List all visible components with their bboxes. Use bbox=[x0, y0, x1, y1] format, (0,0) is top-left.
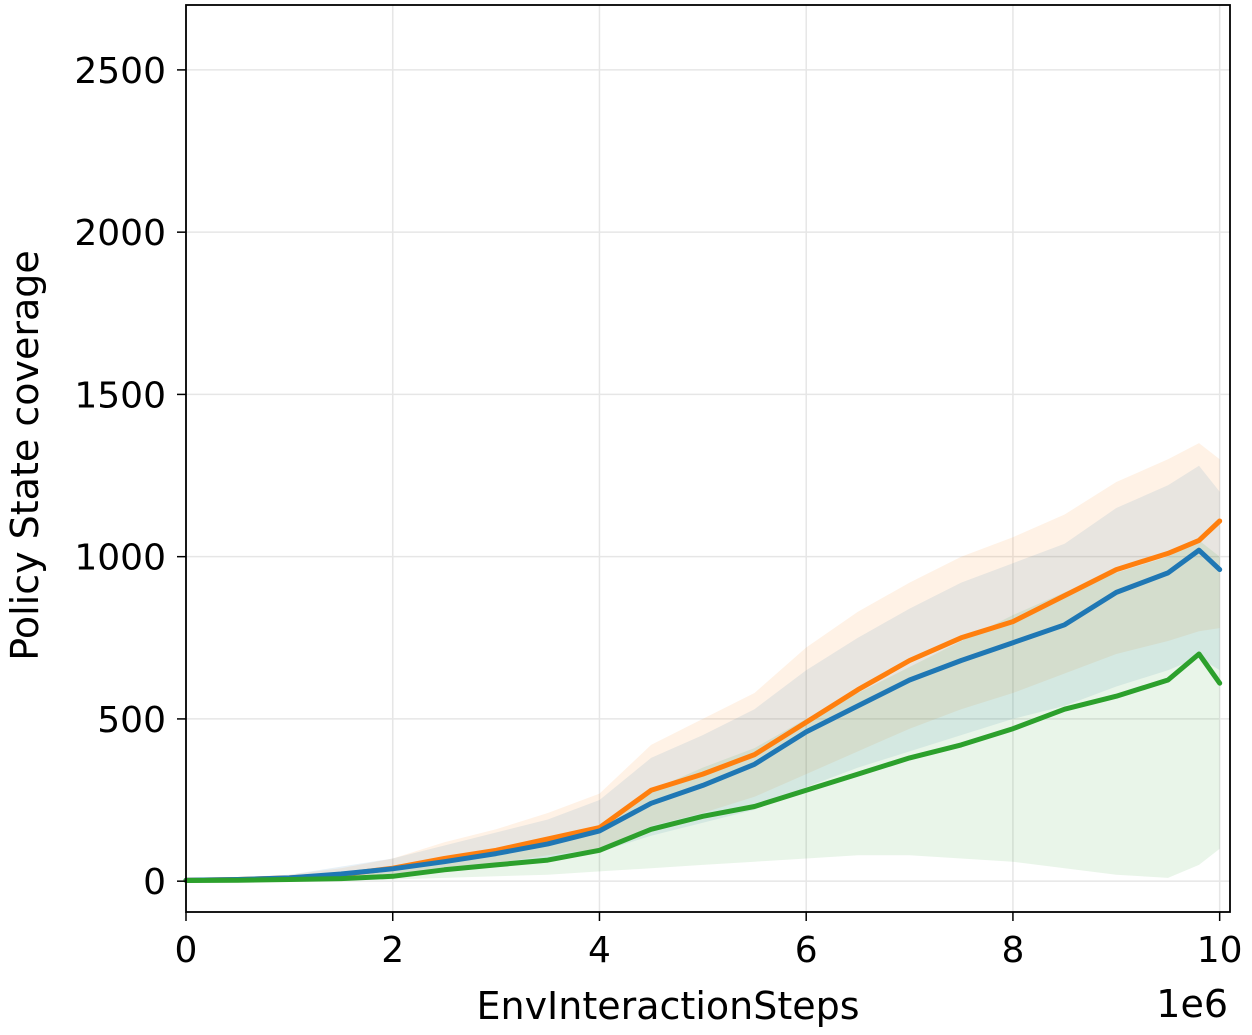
series-2-line bbox=[183, 651, 1223, 883]
axis-ticks: 0 2 4 6 8 10 0 500 1000 1500 2000 2500 bbox=[74, 51, 1242, 971]
series-0-band bbox=[186, 443, 1220, 882]
series-lines bbox=[183, 518, 1223, 883]
confidence-bands bbox=[186, 443, 1220, 882]
x-tick-label-4: 8 bbox=[1001, 930, 1024, 971]
series-2-band bbox=[186, 540, 1220, 882]
y-tick-label-4: 2000 bbox=[74, 213, 166, 254]
y-tick-label-2: 1000 bbox=[74, 538, 166, 579]
x-axis-label: EnvInteractionSteps bbox=[476, 984, 859, 1028]
x-tick-label-2: 4 bbox=[588, 930, 611, 971]
y-tick-label-3: 1500 bbox=[74, 375, 166, 416]
x-tick-label-3: 6 bbox=[795, 930, 818, 971]
y-tick-label-5: 2500 bbox=[74, 51, 166, 92]
y-tick-label-1: 500 bbox=[97, 700, 166, 741]
series-1-line bbox=[183, 547, 1223, 883]
grid-layer bbox=[185, 5, 1230, 912]
x-tick-label-5: 10 bbox=[1197, 930, 1243, 971]
y-tick-label-0: 0 bbox=[143, 862, 166, 903]
x-tick-label-1: 2 bbox=[381, 930, 404, 971]
y-axis-label: Policy State coverage bbox=[3, 250, 47, 660]
plot-frame bbox=[185, 4, 1231, 913]
x-axis-offset-label: 1e6 bbox=[1156, 982, 1228, 1026]
series-1-band bbox=[186, 465, 1220, 882]
x-tick-label-0: 0 bbox=[175, 930, 198, 971]
